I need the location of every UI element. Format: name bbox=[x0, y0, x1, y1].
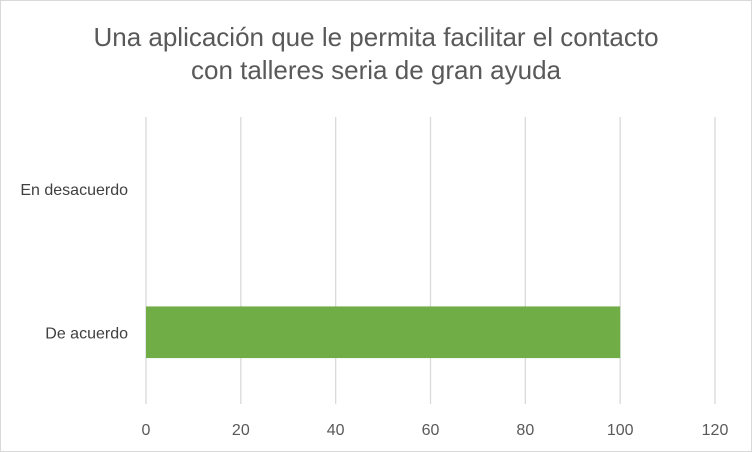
x-tick-labels: 0 20 40 60 80 100 120 bbox=[142, 422, 729, 439]
chart-title-line-2: con talleres seria de gran ayuda bbox=[190, 55, 561, 85]
bar-1 bbox=[146, 306, 621, 359]
x-tick-label-0: 0 bbox=[142, 422, 151, 439]
category-labels: En desacuerdo De acuerdo bbox=[20, 182, 128, 343]
x-tick-label-1: 20 bbox=[232, 422, 250, 439]
x-tick-label-5: 100 bbox=[607, 422, 634, 439]
chart-title-line-1: Una aplicación que le permita facilitar … bbox=[93, 22, 659, 52]
x-tick-label-3: 60 bbox=[422, 422, 440, 439]
category-label-0: En desacuerdo bbox=[20, 182, 128, 199]
chart-title: Una aplicación que le permita facilitar … bbox=[1, 21, 751, 87]
grid-lines bbox=[145, 117, 716, 404]
category-label-1: De acuerdo bbox=[45, 325, 128, 342]
x-tick-label-2: 40 bbox=[327, 422, 345, 439]
bars bbox=[146, 306, 621, 359]
x-tick-label-6: 120 bbox=[702, 422, 729, 439]
x-tick-label-4: 80 bbox=[516, 422, 534, 439]
